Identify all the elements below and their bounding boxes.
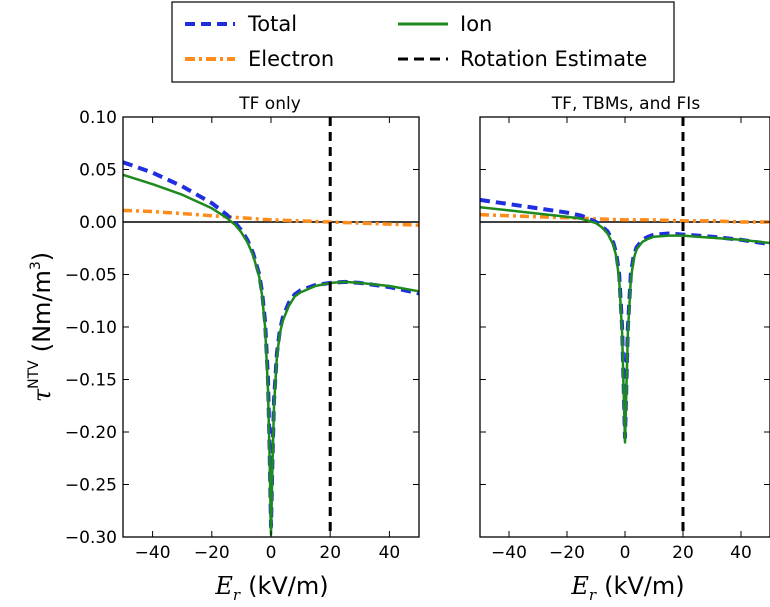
y-axis-label-unit: (Nm/m bbox=[28, 270, 56, 352]
series-electron-right bbox=[479, 212, 770, 224]
x-tick-label-left: 40 bbox=[379, 543, 401, 563]
y-tick-label: 0.10 bbox=[79, 108, 117, 128]
legend-box bbox=[171, 1, 675, 83]
x-tick-label-left: −40 bbox=[135, 543, 171, 563]
y-tick-label: −0.30 bbox=[65, 528, 117, 548]
y-axis-label-unit-sup: 3 bbox=[28, 261, 44, 270]
x-tick-label-left: −20 bbox=[194, 543, 230, 563]
legend-total-label: Total bbox=[247, 12, 297, 36]
y-axis-label: τNTV (Nm/m3) bbox=[26, 252, 56, 402]
legend-rotation-label: Rotation Estimate bbox=[460, 47, 647, 71]
legend-ion-label: Ion bbox=[460, 12, 492, 36]
x-tick-label-right: 20 bbox=[672, 543, 694, 563]
panel-right: −40 −20 0 20 40 bbox=[479, 116, 770, 563]
x-axis-label-left: Er (kV/m) bbox=[214, 572, 328, 604]
panel-left: −40 −20 0 20 40 0.10 0.05 0.00 −0.05 −0.10 −0.15 −0… bbox=[65, 108, 420, 563]
x-axis-label-right: Er (kV/m) bbox=[570, 572, 684, 604]
y-axis-label-symbol: τ bbox=[28, 388, 56, 402]
x-tick-label-right: −20 bbox=[549, 543, 585, 563]
x-tick-label-right: −40 bbox=[491, 543, 527, 563]
panel-right-title: TF, TBMs, and FIs bbox=[551, 94, 701, 114]
y-tick-label: 0.00 bbox=[79, 213, 117, 233]
y-axis-label-unit-close: ) bbox=[28, 252, 56, 261]
y-tick-label: −0.10 bbox=[65, 318, 117, 338]
x-tick-label-right: 0 bbox=[620, 543, 631, 563]
series-ion-left bbox=[122, 173, 420, 537]
plot-frame-right bbox=[479, 116, 770, 538]
legend-electron-label: Electron bbox=[248, 47, 334, 71]
y-tick-label: 0.05 bbox=[79, 161, 117, 181]
y-tick-label: −0.25 bbox=[65, 476, 117, 496]
y-tick-label: −0.05 bbox=[65, 266, 117, 286]
y-tick-label: −0.20 bbox=[65, 423, 117, 443]
x-tick-label-left: 20 bbox=[319, 543, 341, 563]
series-ion-right bbox=[479, 206, 770, 444]
panel-left-title: TF only bbox=[238, 94, 301, 114]
x-tick-label-left: 0 bbox=[266, 543, 277, 563]
legend: Total Ion Electron Rotation Estimate bbox=[171, 1, 675, 83]
series-electron-left bbox=[122, 208, 420, 227]
x-tick-label-right: 40 bbox=[730, 543, 752, 563]
y-axis-label-sup: NTV bbox=[26, 360, 42, 389]
y-tick-label: −0.15 bbox=[65, 371, 117, 391]
